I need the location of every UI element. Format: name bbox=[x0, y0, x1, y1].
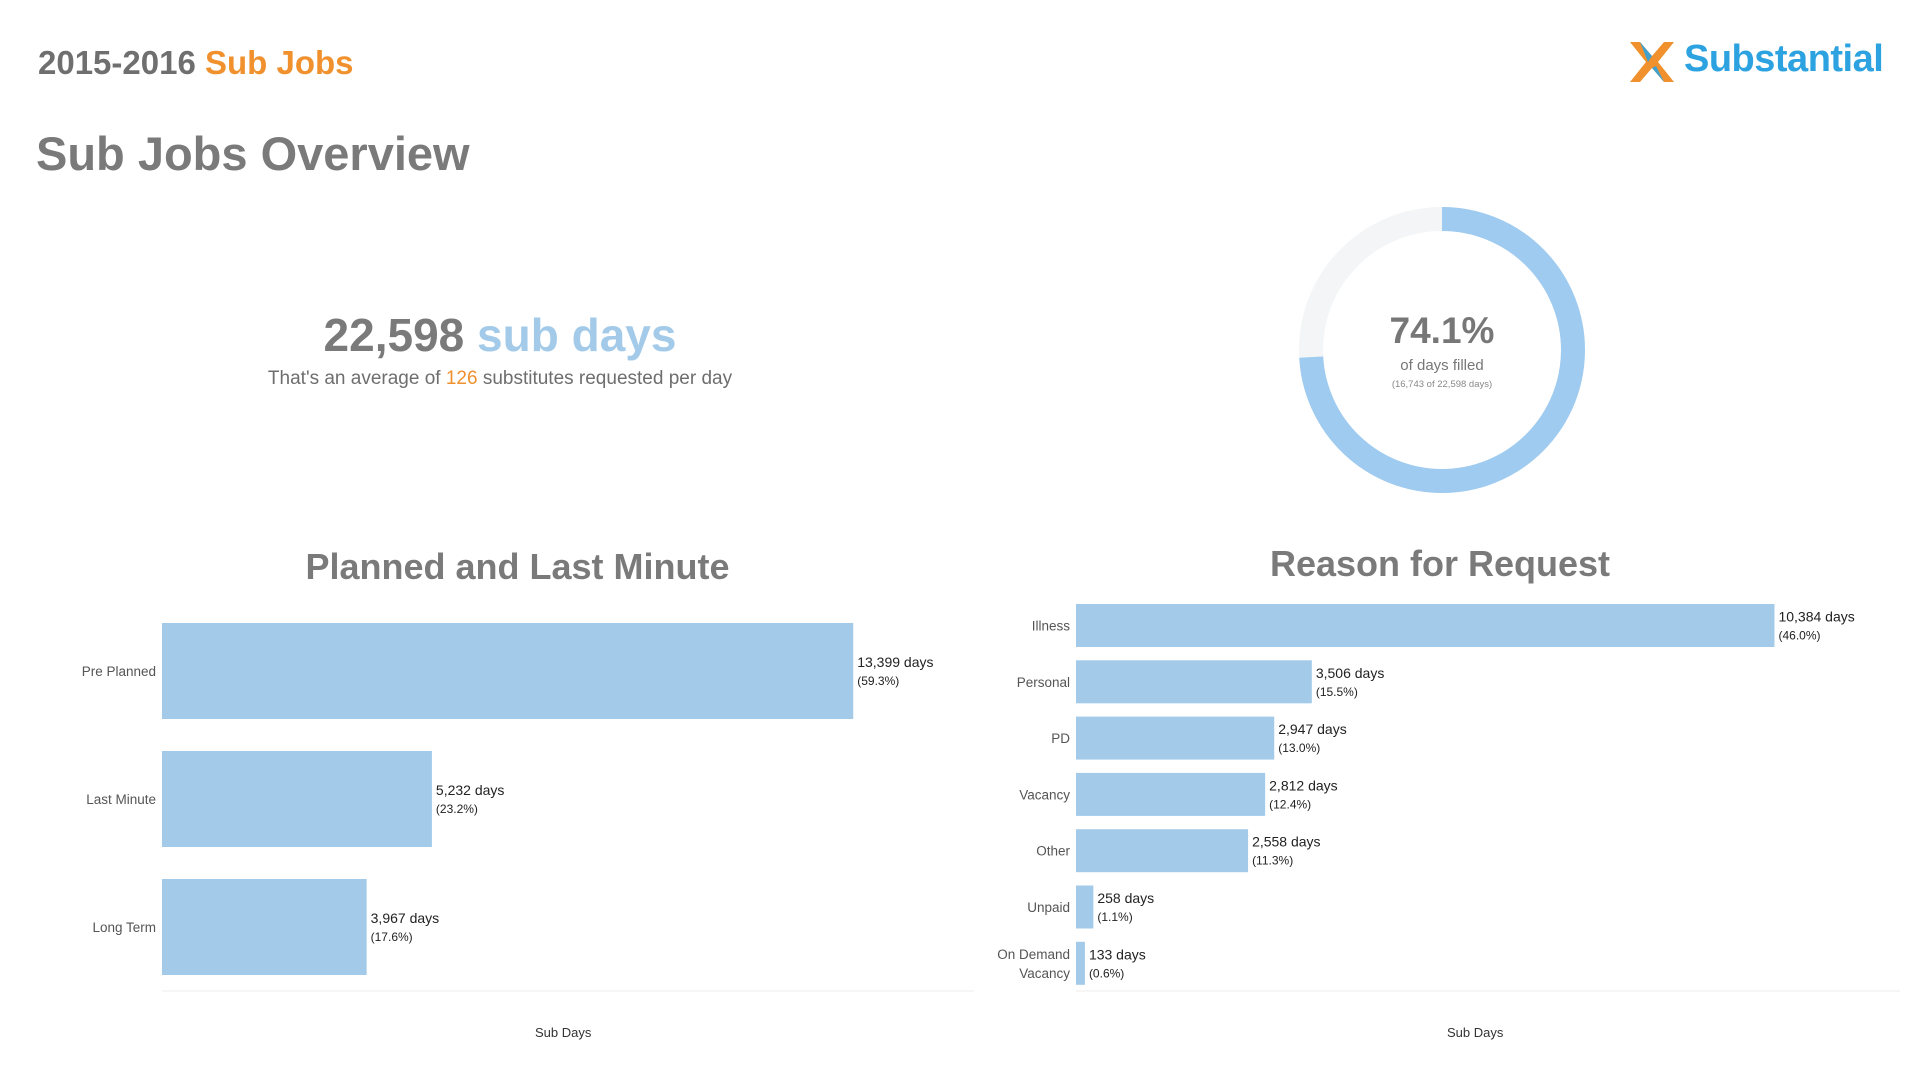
logo-wordmark: Substantial bbox=[1684, 38, 1884, 80]
planned-value-label: 3,967 days bbox=[371, 910, 440, 926]
reason-bar bbox=[1076, 885, 1094, 929]
planned-category-label: Pre Planned bbox=[82, 664, 156, 679]
reason-for-request-chart: Illness 10,384 days (46.0%) Personal 3,506 d… bbox=[997, 604, 1900, 992]
planned-category-label: Long Term bbox=[92, 920, 156, 935]
planned-chart-title: Planned and Last Minute bbox=[305, 546, 730, 587]
reason-value-label: 3,506 days bbox=[1316, 665, 1385, 681]
report-title: 2015-2016 Sub Jobs bbox=[38, 44, 354, 82]
kpi-total: 22,598 sub days bbox=[200, 308, 800, 362]
donut-label: of days filled bbox=[1400, 357, 1484, 374]
reason-category-label: Vacancy bbox=[1019, 787, 1070, 802]
reason-value-label: 2,947 days bbox=[1278, 721, 1347, 737]
reason-category-label: Other bbox=[1036, 844, 1070, 859]
reason-category-label: On Demand Vacancy bbox=[997, 947, 1070, 981]
planned-percent-label: (59.3%) bbox=[857, 674, 899, 688]
planned-bar bbox=[162, 879, 367, 975]
reason-bar bbox=[1076, 941, 1085, 985]
reason-bar bbox=[1076, 660, 1312, 704]
report-title-accent: Sub Jobs bbox=[205, 44, 354, 81]
planned-last-minute-chart: Pre Planned 13,399 days (59.3%) Last Minute… bbox=[82, 623, 974, 992]
reason-bar bbox=[1076, 829, 1249, 873]
reason-value-label: 2,812 days bbox=[1269, 777, 1338, 793]
kpi-sub-prefix: That's an average of bbox=[267, 368, 441, 389]
donut-filled-arc bbox=[1299, 207, 1585, 493]
donut-detail: (16,743 of 22,598 days) bbox=[1391, 379, 1493, 390]
planned-bar bbox=[162, 751, 432, 847]
kpi-total-unit: sub days bbox=[477, 309, 677, 361]
planned-value-label: 5,232 days bbox=[436, 782, 505, 798]
reason-category-label: Personal bbox=[1017, 675, 1070, 690]
planned-percent-label: (23.2%) bbox=[436, 802, 478, 816]
reason-value-label: 10,384 days bbox=[1778, 609, 1854, 625]
reason-percent-label: (12.4%) bbox=[1269, 797, 1311, 811]
planned-category-label: Last Minute bbox=[86, 792, 156, 807]
reason-value-label: 258 days bbox=[1097, 890, 1154, 906]
planned-percent-label: (17.6%) bbox=[371, 930, 413, 944]
reason-percent-label: (13.0%) bbox=[1278, 741, 1320, 755]
kpi-total-number: 22,598 bbox=[323, 309, 465, 361]
reason-percent-label: (1.1%) bbox=[1097, 910, 1132, 924]
page-title: Sub Jobs Overview bbox=[36, 127, 470, 180]
donut-percent: 74.1% bbox=[1389, 310, 1495, 351]
reason-chart-title: Reason for Request bbox=[1269, 543, 1611, 584]
planned-bar bbox=[162, 623, 854, 719]
reason-category-label: Unpaid bbox=[1027, 900, 1070, 915]
reason-bar bbox=[1076, 604, 1775, 647]
reason-percent-label: (11.3%) bbox=[1252, 854, 1293, 868]
reason-value-label: 2,558 days bbox=[1252, 834, 1321, 850]
days-filled-donut bbox=[1299, 207, 1585, 493]
reason-x-axis-label: Sub Days bbox=[1447, 1025, 1504, 1040]
kpi-sub-suffix: substitutes requested per day bbox=[482, 368, 733, 389]
reason-percent-label: (15.5%) bbox=[1316, 685, 1358, 699]
report-year: 2015-2016 bbox=[38, 44, 196, 81]
planned-x-axis-label: Sub Days bbox=[535, 1025, 592, 1040]
reason-value-label: 133 days bbox=[1089, 946, 1146, 962]
reason-category-label: PD bbox=[1051, 731, 1070, 746]
reason-bar bbox=[1076, 772, 1266, 816]
reason-bar bbox=[1076, 716, 1275, 760]
kpi-avg-value: 126 bbox=[445, 368, 478, 389]
substantial-logo bbox=[1630, 42, 1674, 82]
logo-x-icon bbox=[1630, 42, 1674, 82]
reason-percent-label: (46.0%) bbox=[1778, 629, 1820, 643]
reason-category-label: Illness bbox=[1032, 619, 1071, 634]
kpi-subtitle: That's an average of 126 substitutes req… bbox=[200, 368, 800, 390]
planned-value-label: 13,399 days bbox=[857, 654, 933, 670]
reason-percent-label: (0.6%) bbox=[1089, 966, 1124, 980]
